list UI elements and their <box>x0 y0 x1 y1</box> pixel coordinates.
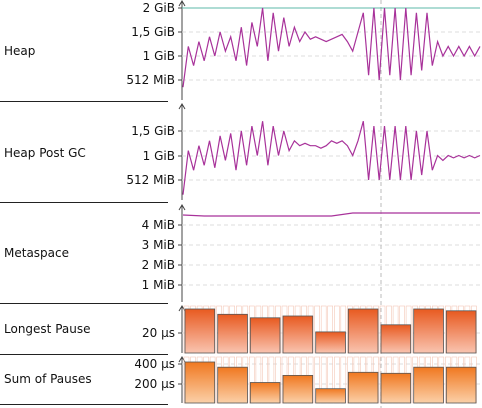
lane-sum-of-pauses: Sum of Pauses <box>0 355 482 405</box>
metaspace-series-line <box>182 212 480 217</box>
tick-label: 1 GiB <box>143 149 175 163</box>
tick-label: 1,5 GiB <box>131 124 175 138</box>
tick-label: 512 MiB <box>126 173 175 187</box>
tick-label: 512 MiB <box>126 73 175 87</box>
tick-label: 1 MiB <box>142 278 175 292</box>
sum-of-pauses-bar <box>445 366 477 404</box>
tick-label: 20 µs <box>142 326 175 340</box>
tick-label: 1 GiB <box>143 49 175 63</box>
longest-pause-bar <box>249 317 281 354</box>
lane-label-heap-post-gc: Heap Post GC <box>4 146 86 160</box>
divider-4 <box>0 354 168 355</box>
sum-of-pauses-bar <box>282 374 314 404</box>
lane-label-heap: Heap <box>4 44 36 58</box>
tick-label: 2 MiB <box>142 258 175 272</box>
axis-arrow-icon <box>178 103 186 110</box>
divider-2 <box>0 202 168 203</box>
divider-3 <box>0 303 168 304</box>
tick-label: 4 MiB <box>142 218 175 232</box>
longest-pause-bar <box>380 324 412 354</box>
lane-label-longest-pause: Longest Pause <box>4 322 91 336</box>
longest-pause-bar <box>184 308 216 354</box>
tick-label: 2 GiB <box>143 1 175 15</box>
sum-of-pauses-bar <box>380 372 412 404</box>
sum-of-pauses-bar <box>249 382 281 404</box>
longest-pause-bar <box>445 310 477 354</box>
lane-heap: Heap <box>0 0 482 101</box>
longest-pause-bar <box>282 315 314 354</box>
axis-arrow-icon <box>178 204 186 211</box>
lane-label-sum-of-pauses: Sum of Pauses <box>4 372 92 386</box>
tick-label: 3 MiB <box>142 238 175 252</box>
divider-1 <box>0 101 168 102</box>
axis-arrow-icon <box>178 0 186 7</box>
longest-pause-bar <box>347 308 379 354</box>
tick-label: 400 µs <box>134 357 175 371</box>
longest-pause-bar <box>413 308 444 354</box>
sum-of-pauses-bar <box>217 366 248 404</box>
lane-metaspace: Metaspace <box>0 203 482 303</box>
lane-label-metaspace: Metaspace <box>4 246 69 260</box>
sum-of-pauses-bar <box>413 366 444 404</box>
heap-series-line <box>182 7 481 88</box>
sum-of-pauses-bar <box>184 361 216 404</box>
tick-label: 1,5 GiB <box>131 25 175 39</box>
heap-post-gc-series-line <box>182 121 481 195</box>
tick-label: 200 µs <box>134 377 175 391</box>
sum-of-pauses-bar <box>347 371 379 404</box>
longest-pause-bar <box>315 331 346 354</box>
lane-longest-pause: Longest Pause <box>0 304 482 354</box>
divider-5 <box>0 404 168 405</box>
sum-of-pauses-bar <box>315 388 346 404</box>
lane-heap-post-gc: Heap Post GC <box>0 102 482 202</box>
longest-pause-bar <box>217 313 248 354</box>
